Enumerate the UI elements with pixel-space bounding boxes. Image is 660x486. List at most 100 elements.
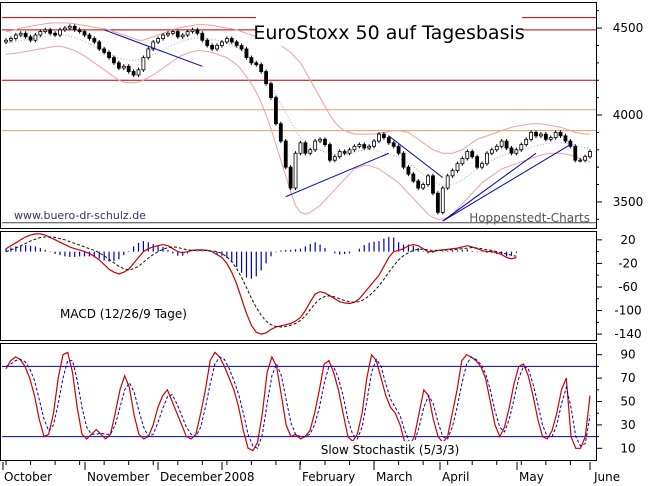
candle-body — [381, 133, 386, 139]
candle-body — [416, 180, 421, 189]
stochastic-label: Slow Stochastik (5/3/3) — [321, 443, 460, 457]
candle-body — [205, 39, 210, 46]
bollinger-upper-line — [5, 22, 590, 154]
candle-body — [185, 31, 190, 36]
candle-body — [293, 152, 298, 189]
trendline — [285, 152, 389, 198]
candle-body — [504, 140, 509, 149]
candle-body — [28, 36, 33, 41]
month-label: June — [593, 470, 620, 484]
candle-body — [97, 41, 102, 50]
candle-body — [264, 71, 269, 85]
candle-body — [568, 140, 573, 147]
stochastic-horizontal-lines — [2, 365, 596, 438]
candle-body — [450, 170, 455, 177]
candle-body — [460, 158, 465, 165]
candle-body — [180, 34, 185, 38]
candle-body — [126, 65, 131, 72]
stochastic-d-line — [5, 356, 591, 449]
candle-body — [426, 175, 430, 185]
trendline — [388, 135, 444, 178]
month-label: March — [376, 470, 413, 484]
candle-body — [435, 192, 440, 213]
macd-tick-label: 20 — [620, 233, 635, 247]
x-axis: October November December 2008 February March… — [2, 460, 620, 484]
candle-body — [386, 137, 391, 144]
candle-body — [269, 83, 273, 99]
month-label: October — [4, 470, 52, 484]
candle-body — [534, 131, 538, 137]
candle-body — [494, 145, 499, 151]
candle-body — [377, 133, 381, 142]
candle-body — [342, 151, 347, 154]
stochastic-k-line — [5, 351, 591, 452]
bollinger-bands — [5, 22, 591, 220]
candle-body — [200, 32, 205, 41]
price-panel: 3500 4000 4500 EuroStoxx 50 auf Tagesbasis… — [2, 10, 644, 225]
candle-body — [543, 133, 548, 140]
macd-panel: 20 -20 -60 -100 -140 MACD (12/26/9 Tage) — [5, 233, 642, 341]
price-chart-title: EuroStoxx 50 auf Tagesbasis — [253, 22, 524, 44]
month-label: April — [442, 470, 469, 484]
month-label: 2008 — [224, 470, 255, 484]
watermark-text: www.buero-dr-schulz.de — [14, 209, 146, 222]
candle-body — [465, 151, 470, 159]
price-y-axis: 3500 4000 4500 — [596, 10, 644, 220]
candle-body — [4, 39, 8, 43]
candle-body — [303, 142, 308, 154]
stochastic-panel: 90 70 50 30 10 Slow Stochastik (5/3/3) — [2, 348, 636, 457]
trendlines — [103, 29, 571, 222]
candle-body — [112, 57, 116, 64]
candle-body — [107, 52, 111, 59]
title-background — [256, 16, 522, 46]
candle-body — [524, 138, 529, 145]
candle-body — [489, 149, 494, 154]
macd-tick-label: -20 — [618, 256, 638, 270]
candle-body — [298, 142, 303, 154]
macd-tick-label: -60 — [618, 280, 638, 294]
candle-body — [553, 131, 558, 138]
candle-body — [337, 151, 342, 158]
macd-tick-label: -100 — [614, 304, 641, 318]
candle-body — [62, 27, 67, 31]
candle-body — [53, 32, 57, 36]
candle-body — [583, 156, 587, 161]
candle-body — [308, 149, 313, 154]
candle-body — [58, 29, 62, 36]
candle-body — [195, 29, 200, 34]
price-tick-label: 4000 — [613, 108, 644, 122]
candle-body — [445, 175, 450, 189]
candle-body — [170, 31, 175, 34]
month-label: May — [519, 470, 544, 484]
candle-body — [220, 41, 224, 46]
candle-body — [121, 65, 126, 69]
candle-body — [529, 131, 534, 140]
candle-body — [514, 149, 519, 154]
candle-body — [190, 29, 195, 32]
macd-frame — [0, 231, 597, 341]
candle-body — [455, 163, 460, 172]
candle-body — [72, 25, 77, 31]
candle-body — [480, 163, 484, 168]
candle-body — [234, 41, 239, 46]
macd-tick-label: -140 — [614, 327, 641, 341]
candle-body — [48, 29, 53, 34]
candle-body — [244, 48, 249, 59]
stochastic-tick-label: 30 — [620, 418, 635, 432]
candle-body — [146, 48, 151, 59]
candle-body — [274, 97, 278, 125]
candle-body — [372, 140, 376, 147]
candle-body — [77, 29, 82, 32]
price-tick-label: 3500 — [613, 195, 644, 209]
candle-body — [509, 147, 514, 154]
candle-body — [156, 38, 161, 43]
candlesticks — [4, 24, 592, 215]
candle-body — [239, 45, 244, 50]
candle-body — [102, 48, 107, 53]
stochastic-y-axis: 90 70 50 30 10 — [596, 348, 636, 455]
stochastic-tick-label: 70 — [620, 371, 635, 385]
candle-body — [87, 34, 92, 39]
candle-body — [13, 34, 18, 39]
candle-body — [401, 152, 406, 168]
